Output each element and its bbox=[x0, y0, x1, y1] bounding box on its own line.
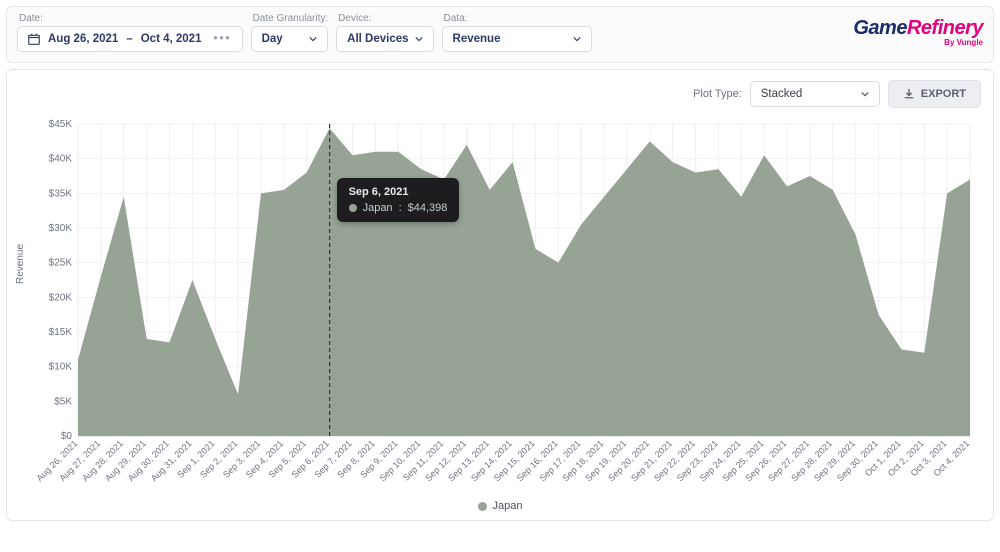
svg-text:$40K: $40K bbox=[49, 154, 73, 165]
svg-text:$5K: $5K bbox=[54, 396, 72, 407]
calendar-icon bbox=[28, 33, 40, 45]
svg-text:$35K: $35K bbox=[49, 188, 73, 199]
filter-data-label: Data: bbox=[442, 13, 592, 24]
plot-type-select[interactable]: Stacked bbox=[750, 81, 880, 107]
chart-toolbar: Plot Type: Stacked EXPORT bbox=[19, 80, 981, 108]
filter-bar: Date: Aug 26, 2021 – Oct 4, 2021 ••• Dat… bbox=[6, 6, 994, 63]
chart-legend: Japan bbox=[19, 500, 981, 512]
svg-text:$25K: $25K bbox=[49, 258, 73, 269]
date-to: Oct 4, 2021 bbox=[141, 33, 202, 45]
legend-label: Japan bbox=[493, 500, 523, 512]
filter-date-label: Date: bbox=[17, 13, 243, 24]
chevron-down-icon bbox=[573, 35, 581, 43]
export-label: EXPORT bbox=[921, 88, 966, 100]
data-value: Revenue bbox=[453, 33, 501, 45]
svg-text:$45K: $45K bbox=[49, 119, 73, 130]
brand-accent: Refinery bbox=[907, 17, 983, 39]
device-select[interactable]: All Devices bbox=[336, 26, 433, 52]
granularity-value: Day bbox=[262, 33, 283, 45]
svg-text:$20K: $20K bbox=[49, 292, 73, 303]
date-dash: – bbox=[126, 33, 132, 45]
brand-name: GameRefinery bbox=[853, 17, 983, 40]
revenue-area-chart: $0$5K$10K$15K$20K$25K$30K$35K$40K$45KAug… bbox=[19, 114, 981, 494]
data-select[interactable]: Revenue bbox=[442, 26, 592, 52]
svg-text:$10K: $10K bbox=[49, 362, 73, 373]
chevron-down-icon bbox=[309, 35, 317, 43]
export-button[interactable]: EXPORT bbox=[888, 80, 981, 108]
filter-date-group: Date: Aug 26, 2021 – Oct 4, 2021 ••• bbox=[17, 13, 243, 52]
y-axis-title: Revenue bbox=[15, 244, 26, 284]
svg-text:$30K: $30K bbox=[49, 223, 73, 234]
legend-dot bbox=[478, 502, 487, 511]
filter-device-label: Device: bbox=[336, 13, 433, 24]
brand-byline: By Vungle bbox=[944, 38, 983, 47]
brand-logo: GameRefinery By Vungle bbox=[853, 13, 983, 47]
filter-data-group: Data: Revenue bbox=[442, 13, 592, 52]
device-value: All Devices bbox=[347, 33, 408, 45]
plot-type-value: Stacked bbox=[761, 88, 803, 100]
download-icon bbox=[903, 88, 915, 100]
svg-text:$15K: $15K bbox=[49, 327, 73, 338]
chevron-down-icon bbox=[861, 90, 869, 98]
date-range-picker[interactable]: Aug 26, 2021 – Oct 4, 2021 ••• bbox=[17, 26, 243, 52]
plot-type-label: Plot Type: bbox=[693, 88, 742, 100]
brand-main: Game bbox=[853, 17, 907, 39]
chart-card: Plot Type: Stacked EXPORT Revenue $0$5K$… bbox=[6, 69, 994, 521]
filter-device-group: Device: All Devices bbox=[336, 13, 433, 52]
filter-granularity-label: Date Granularity: bbox=[251, 13, 329, 24]
chevron-down-icon bbox=[415, 35, 423, 43]
chart-wrap: Revenue $0$5K$10K$15K$20K$25K$30K$35K$40… bbox=[19, 114, 981, 494]
date-from: Aug 26, 2021 bbox=[48, 33, 118, 45]
more-icon: ••• bbox=[213, 33, 231, 45]
filter-granularity-group: Date Granularity: Day bbox=[251, 13, 329, 52]
granularity-select[interactable]: Day bbox=[251, 26, 329, 52]
